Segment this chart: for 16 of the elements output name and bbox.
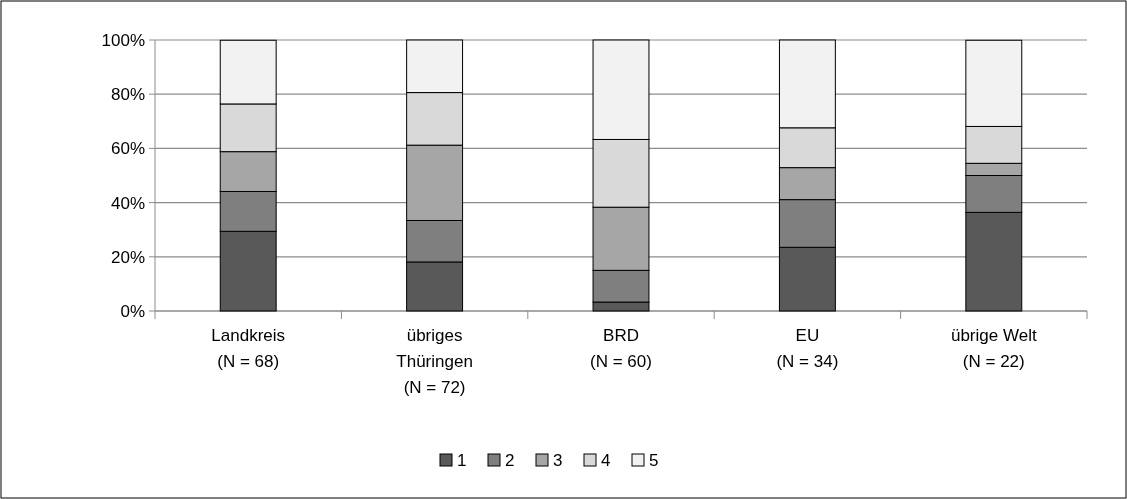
y-tick-label: 40% [110,193,145,213]
legend-label: 4 [601,451,611,470]
x-tick-label: übriges Thüringen (N = 72) [396,326,473,397]
legend-label: 5 [649,451,659,470]
y-tick-label: 20% [110,247,145,267]
y-tick-label: 0% [120,301,145,321]
legend-label: 1 [457,451,467,470]
legend-label: 3 [553,451,563,470]
x-tick-label: Landkreis (N = 68) [211,326,286,371]
x-tick-label: EU (N = 34) [776,326,839,371]
y-tick-label: 100% [101,30,145,50]
x-tick-label: übrige Welt (N = 22) [950,326,1037,371]
legend-label: 2 [505,451,515,470]
y-tick-label: 80% [110,85,145,105]
x-tick-label: BRD (N = 60) [590,326,652,371]
y-tick-label: 60% [110,139,145,159]
